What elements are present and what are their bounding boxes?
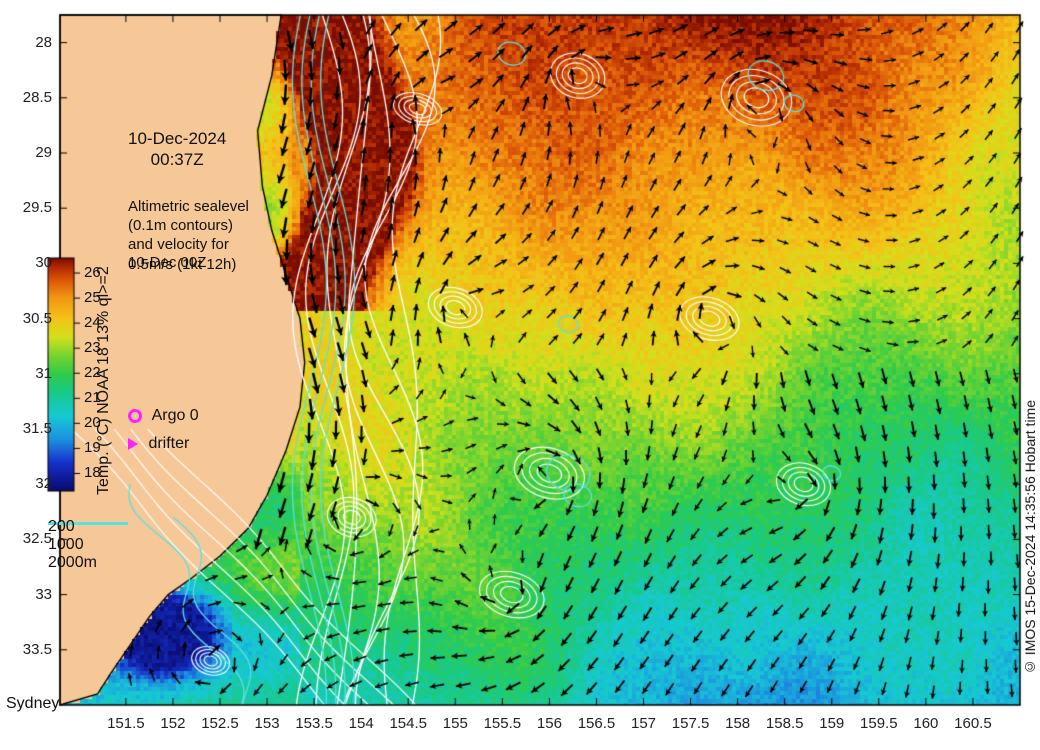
y-tick-label-28: 28 [12,34,52,51]
colorbar-tick-label-20: 20 [84,414,101,431]
colorbar-tick-label-23: 23 [84,339,101,356]
x-tick-label-160.5: 160.5 [951,715,995,732]
x-tick-label-160: 160 [904,715,948,732]
colorbar-tick-label-26: 26 [84,264,101,281]
x-tick-label-152: 152 [151,715,195,732]
argo-label-text: Argo 0 [152,407,199,424]
x-tick-label-159: 159 [810,715,854,732]
desc-line-2: (0.1m contours) [128,217,249,236]
x-tick-label-155: 155 [433,715,477,732]
x-tick-label-152.5: 152.5 [198,715,242,732]
y-tick-label-33: 33 [12,586,52,603]
y-tick-label-31.5: 31.5 [12,420,52,437]
argo-legend-item: Argo 0 [128,407,199,425]
bathy-label-2000m: 2000m [48,554,97,571]
y-tick-label-29: 29 [12,144,52,161]
x-tick-label-153: 153 [245,715,289,732]
time-line: 00:37Z [128,149,226,170]
x-tick-label-157: 157 [622,715,666,732]
y-tick-label-30: 30 [12,254,52,271]
x-tick-label-157.5: 157.5 [669,715,713,732]
argo-marker-label: Argo 0 [128,407,199,424]
desc-line-1: Altimetric sealevel [128,198,249,217]
desc-line-3: and velocity for [128,236,249,255]
x-tick-label-155.5: 155.5 [480,715,524,732]
y-tick-label-29.5: 29.5 [12,199,52,216]
ocean-map-root: 10-Dec-2024 00:37Z Altimetric sealevel (… [0,0,1040,750]
bathy-label-1000: 1000 [48,536,84,553]
sydney-label-text: Sydney [6,695,59,713]
colorbar-tick-label-18: 18 [84,464,101,481]
drifter-icon [128,438,138,450]
y-tick-label-33.5: 33.5 [12,641,52,658]
imos-credit-text: © IMOS 15-Dec-2024 14:35:56 Hobart time [1022,400,1038,675]
x-tick-label-151.5: 151.5 [104,715,148,732]
y-tick-label-30.5: 30.5 [12,310,52,327]
colorbar-tick-label-25: 25 [84,289,101,306]
x-tick-label-158: 158 [716,715,760,732]
x-tick-label-156.5: 156.5 [574,715,618,732]
colorbar-tick-label-19: 19 [84,439,101,456]
x-tick-label-158.5: 158.5 [763,715,807,732]
date-line: 10-Dec-2024 [128,128,226,149]
ocean-temperature-map [0,0,1040,750]
velocity-scale-label: 0.5m/s (1kt 12h) [128,256,236,275]
drifter-marker-label: drifter [128,435,189,452]
x-tick-label-154.5: 154.5 [386,715,430,732]
x-tick-label-159.5: 159.5 [857,715,901,732]
colorbar-tick-label-22: 22 [84,364,101,381]
date-title-text: 10-Dec-2024 00:37Z [128,128,226,171]
drifter-label-text: drifter [148,435,189,452]
bathymetry-scale-legend: 200 1000 2000m [48,518,128,525]
y-tick-label-32.5: 32.5 [12,530,52,547]
bathymetry-scale-labels: 200 1000 2000m [48,518,128,572]
drifter-legend-item: drifter [128,435,189,453]
x-tick-label-154: 154 [339,715,383,732]
y-tick-label-31: 31 [12,365,52,382]
bathy-label-200: 200 [48,518,75,535]
colorbar-tick-label-24: 24 [84,314,101,331]
argo-icon [128,409,142,423]
x-tick-label-156: 156 [527,715,571,732]
x-tick-label-153.5: 153.5 [292,715,336,732]
y-tick-label-28.5: 28.5 [12,89,52,106]
y-tick-label-32: 32 [12,475,52,492]
colorbar-tick-label-21: 21 [84,389,101,406]
